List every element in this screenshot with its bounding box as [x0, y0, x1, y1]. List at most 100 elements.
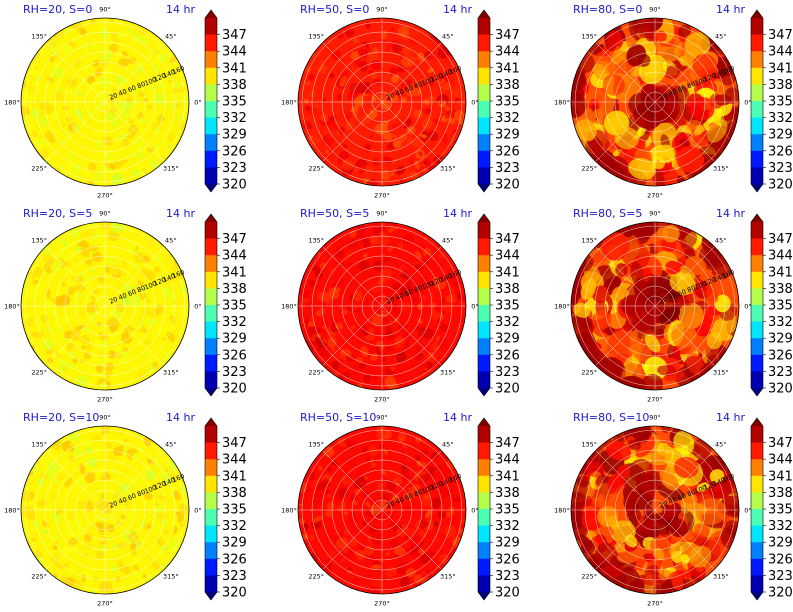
angle-tick-label: 45° — [442, 237, 454, 245]
angle-tick-label: 135° — [581, 441, 597, 449]
polar-grid — [21, 222, 189, 390]
radial-tick-label: 80 — [136, 488, 147, 499]
polar-frame — [570, 17, 740, 187]
colorbar-tick-label: 323 — [768, 569, 793, 584]
angle-tick-label: 180° — [281, 507, 297, 515]
polar-frame — [570, 425, 740, 595]
radial-tick-label: 20 — [108, 499, 119, 510]
polar-frame — [297, 221, 467, 391]
panel-title: RH=80, S=10 — [573, 411, 649, 424]
colorbar-tick-label: 326 — [222, 144, 247, 159]
colorbar-tick-label: 323 — [768, 161, 793, 176]
radial-tick-label: 20 — [385, 91, 396, 102]
colorbar-tick-label: 347 — [768, 436, 793, 451]
colorbar-tick-label: 344 — [768, 45, 793, 60]
radial-tick-label: 20 — [108, 91, 119, 102]
angle-tick-label: 135° — [308, 33, 324, 41]
angle-tick-label: 225° — [308, 164, 324, 172]
radial-tick-label: 60 — [677, 492, 688, 503]
colorbar-tick-label: 335 — [222, 503, 247, 518]
colorbar-tick-label: 344 — [768, 249, 793, 264]
angle-tick-label: 225° — [31, 572, 47, 580]
polar-frame — [20, 425, 190, 595]
colorbar-tick-label: 347 — [495, 436, 520, 451]
angle-tick-label: 315° — [440, 368, 456, 376]
angle-tick-label: 270° — [647, 396, 663, 404]
polar-panel: 90°45°0°315°270°225°180°135°204060801001… — [554, 411, 793, 608]
polar-frame — [20, 221, 190, 391]
colorbar-tick-label: 347 — [495, 28, 520, 43]
radial-tick-label: 20 — [658, 295, 669, 306]
angle-tick-label: 135° — [31, 237, 47, 245]
radial-tick-label: 40 — [117, 495, 128, 506]
panel-title: RH=50, S=0 — [300, 3, 369, 16]
radial-tick-label: 20 — [385, 499, 396, 510]
angle-tick-label: 90° — [649, 414, 661, 422]
colorbar-tick-label: 341 — [768, 469, 793, 484]
panel-time: 14 hr — [443, 3, 472, 16]
panel-time: 14 hr — [166, 3, 195, 16]
colorbar-tick-label: 341 — [222, 469, 247, 484]
radial-tick-label: 40 — [394, 495, 405, 506]
polar-panel: 90°45°0°315°270°225°180°135°204060801001… — [281, 3, 520, 200]
radial-tick-label: 80 — [686, 80, 697, 91]
colorbar-tick-label: 329 — [768, 536, 793, 551]
polar-panel: 90°45°0°315°270°225°180°135°204060801001… — [4, 3, 247, 200]
angle-tick-label: 90° — [376, 6, 388, 14]
colorbar-tick-label: 323 — [495, 365, 520, 380]
colorbar-tick-label: 332 — [222, 111, 247, 126]
colorbar-tick-label: 329 — [495, 536, 520, 551]
angle-tick-label: 180° — [554, 99, 570, 107]
angle-tick-label: 45° — [165, 237, 177, 245]
colorbar-tick-label: 341 — [768, 265, 793, 280]
colorbar-tick-label: 347 — [495, 232, 520, 247]
panel-time: 14 hr — [443, 207, 472, 220]
radial-tick-label: 80 — [413, 488, 424, 499]
colorbar-tick-label: 347 — [222, 28, 247, 43]
radial-tick-label: 40 — [667, 495, 678, 506]
colorbar-tick-label: 329 — [222, 332, 247, 347]
colorbar-tick-label: 341 — [495, 61, 520, 76]
colorbar-tick-label: 335 — [768, 299, 793, 314]
colorbar-tick-label: 335 — [495, 95, 520, 110]
angle-tick-label: 225° — [31, 164, 47, 172]
colorbar-tick-label: 332 — [495, 315, 520, 330]
colorbar-tick-label: 341 — [495, 469, 520, 484]
colorbar-tick-label: 326 — [768, 348, 793, 363]
angle-tick-label: 0° — [194, 303, 201, 311]
colorbar-tick-label: 341 — [222, 61, 247, 76]
angle-tick-label: 225° — [308, 572, 324, 580]
colorbar-tick-label: 320 — [768, 178, 793, 193]
angle-tick-label: 180° — [281, 303, 297, 311]
colorbar-tick-label: 329 — [222, 128, 247, 143]
colorbar-tick-label: 332 — [768, 315, 793, 330]
angle-tick-label: 90° — [376, 414, 388, 422]
angle-tick-label: 315° — [713, 164, 729, 172]
colorbar-tick-label: 338 — [768, 486, 793, 501]
polar-frame — [570, 221, 740, 391]
colorbar-tick-label: 332 — [768, 111, 793, 126]
polar-panel: 90°45°0°315°270°225°180°135°204060801001… — [281, 411, 520, 608]
radial-tick-label: 80 — [136, 80, 147, 91]
colorbar-tick-label: 335 — [222, 299, 247, 314]
polar-grid — [571, 18, 739, 186]
colorbar-tick-label: 329 — [768, 332, 793, 347]
polar-panel: 90°45°0°315°270°225°180°135°204060801001… — [554, 207, 793, 404]
panel-time: 14 hr — [716, 411, 745, 424]
colorbar-tick-label: 326 — [222, 552, 247, 567]
polar-grid — [298, 426, 466, 594]
colorbar-tick-label: 338 — [768, 282, 793, 297]
colorbar-tick-label: 323 — [495, 161, 520, 176]
colorbar-tick-label: 326 — [768, 552, 793, 567]
angle-tick-label: 180° — [281, 99, 297, 107]
polar-panel: 90°45°0°315°270°225°180°135°204060801001… — [281, 207, 520, 404]
colorbar-tick-label: 341 — [768, 61, 793, 76]
radial-tick-label: 20 — [658, 91, 669, 102]
colorbar-tick-label: 332 — [222, 519, 247, 534]
